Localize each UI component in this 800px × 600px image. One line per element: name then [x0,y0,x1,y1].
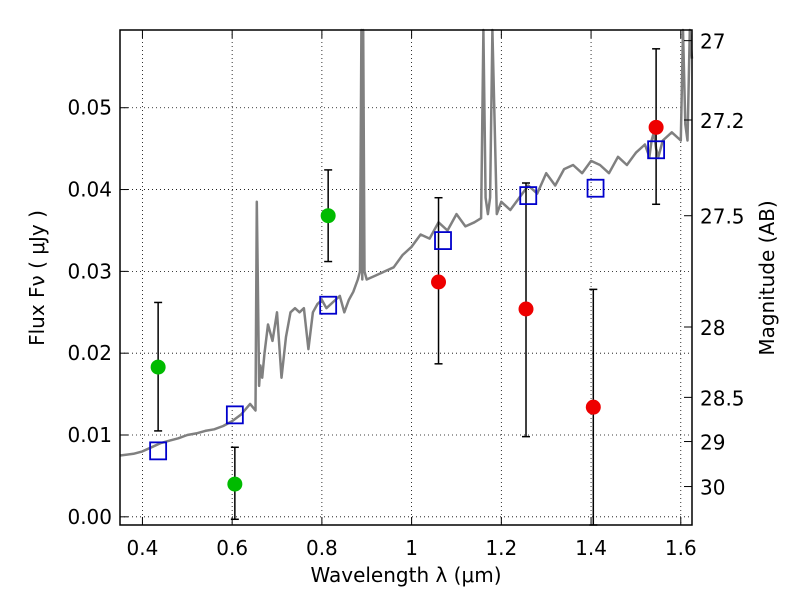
y-tick-label: 0.05 [67,96,112,120]
model-photometry-square [319,295,338,315]
plot-frame [119,29,693,526]
mag-tick-label: 29 [700,431,725,455]
x-tick-label: 1.4 [575,536,607,560]
model-photometry-square [586,178,605,198]
mag-tick-label: 28.5 [700,386,745,410]
error-bars [154,48,661,526]
observed-point [320,208,336,224]
y-tick-label: 0.04 [67,178,112,202]
x-axis-title: Wavelength λ (μm) [310,563,501,587]
y-axis-title: Flux Fν ( μJy ) [25,210,49,346]
y-tick-label: 0.00 [67,505,112,529]
model-photometry-square [647,140,666,160]
y-tick-label: 0.03 [67,259,112,283]
observed-point [227,476,243,492]
y-tick-label: 0.01 [67,423,112,447]
model-photometry-square [225,405,244,425]
y-tick-label: 0.02 [67,341,112,365]
mag-tick-label: 27.5 [700,205,745,229]
mag-tick-label: 27 [700,30,725,54]
markers [149,119,666,492]
grid [120,30,692,525]
spectrum-layer [119,28,694,457]
y-axis-right-title: Magnitude (AB) [755,200,779,355]
model-photometry-square [434,231,452,250]
observed-point [585,399,601,415]
x-tick-label: 0.4 [127,536,159,560]
x-tick-label: 1.2 [485,536,517,560]
observed-point [150,359,166,375]
x-tick-label: 1.6 [665,536,697,560]
x-tick-label: 0.8 [306,536,338,560]
mag-tick-label: 28 [700,316,725,340]
tick-labels: 0.4 0.6 0.8 1 1.2 1.4 1.6 0.00 0.01 0.02 0.03 0.04 0… [67,30,744,560]
axis-ticks [120,30,692,525]
model-spectrum-line [119,28,694,457]
mag-tick-label: 30 [700,476,725,500]
model-photometry-square [519,186,538,205]
observed-point [648,119,664,135]
observed-point [518,301,534,317]
observed-point [431,274,447,290]
mag-tick-label: 27.2 [700,109,745,133]
x-tick-label: 1 [405,536,418,560]
x-tick-label: 0.6 [216,536,248,560]
model-photometry-square [149,441,168,461]
